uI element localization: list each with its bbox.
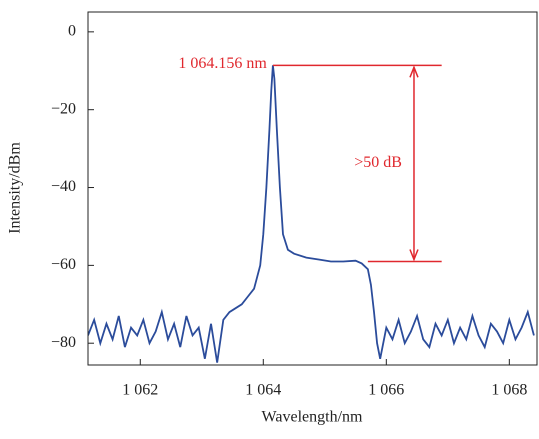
x-tick-label: 1 064 (245, 382, 281, 399)
y-tick-label: 0 (68, 23, 76, 40)
gap-label: >50 dB (354, 154, 402, 171)
x-tick-label: 1 062 (122, 382, 158, 399)
x-tick-label: 1 068 (491, 382, 527, 399)
peak-label: 1 064.156 nm (178, 55, 267, 72)
y-tick-label: −40 (51, 178, 76, 195)
plot-frame (87, 11, 538, 366)
arrow-head (409, 65, 419, 78)
spectrum-line (88, 65, 535, 363)
y-tick-label: −80 (51, 334, 76, 351)
y-axis-label: Intensity/dBm (7, 142, 24, 234)
y-tick-label: −20 (51, 100, 76, 117)
arrow-head (409, 249, 419, 262)
x-axis-label: Wavelength/nm (262, 409, 363, 426)
x-tick-label: 1 066 (368, 382, 404, 399)
y-tick-label: −60 (51, 256, 76, 273)
